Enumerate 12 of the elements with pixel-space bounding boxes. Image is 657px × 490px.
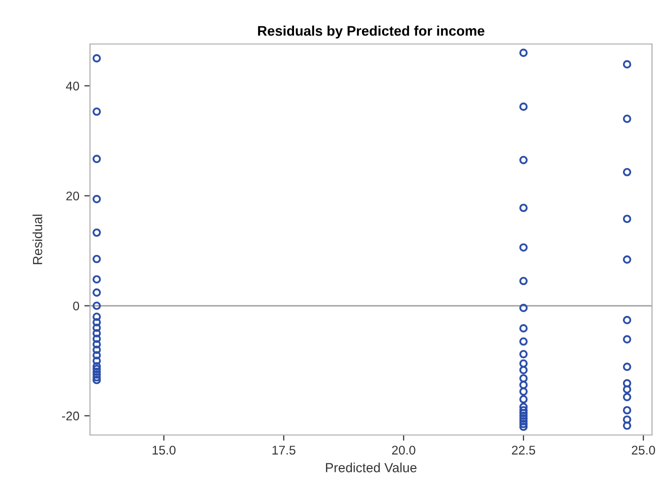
y-tick-label: -20 (62, 412, 80, 420)
y-tick-label: 0 (73, 302, 80, 310)
x-tick-label: 20.0 (392, 446, 416, 455)
x-tick-label: 17.5 (272, 446, 296, 455)
y-axis-title: Residual (32, 214, 42, 264)
x-axis-title: Predicted Value (326, 462, 417, 472)
y-tick-label: 20 (66, 192, 80, 200)
x-tick-label: 25.0 (632, 446, 656, 455)
chart-title: Residuals by Predicted for income (258, 26, 484, 39)
y-tick-label: 40 (66, 82, 80, 90)
x-tick-label: 15.0 (152, 446, 176, 455)
x-tick-label: 22.5 (512, 446, 536, 455)
